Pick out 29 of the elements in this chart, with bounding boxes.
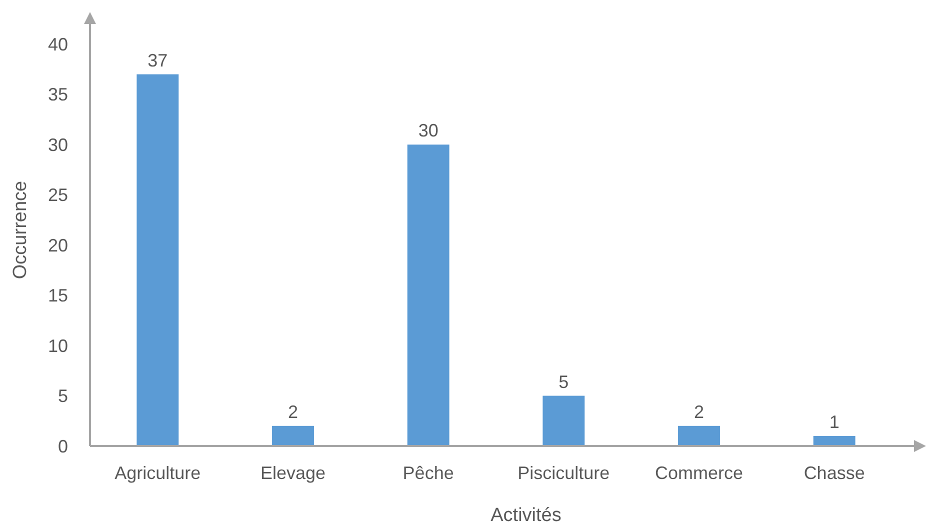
y-tick-label: 5 — [58, 386, 68, 406]
bar — [678, 426, 720, 446]
x-tick-label: Chasse — [804, 463, 865, 483]
bar — [136, 74, 179, 446]
data-label: 30 — [418, 120, 438, 141]
bar — [813, 436, 856, 446]
y-tick-label: 0 — [58, 436, 68, 456]
x-axis-title: Activités — [490, 505, 562, 526]
data-label: 5 — [558, 372, 569, 392]
y-tick-label: 20 — [48, 235, 68, 256]
data-label: 37 — [148, 50, 168, 70]
x-tick-label: Elevage — [260, 463, 326, 483]
y-tick-label: 15 — [48, 286, 68, 306]
y-tick-label: 40 — [48, 34, 68, 54]
data-label: 1 — [829, 412, 840, 432]
y-tick-label: 25 — [48, 185, 68, 206]
x-tick-label: Pisciculture — [518, 463, 610, 483]
y-tick-label: 10 — [48, 336, 68, 356]
x-tick-label: Pêche — [402, 463, 454, 483]
y-tick-label: 30 — [48, 134, 68, 155]
bar — [407, 144, 450, 446]
y-axis-title: Occurrence — [10, 180, 31, 280]
x-tick-label: Agriculture — [114, 463, 201, 483]
data-label: 2 — [694, 402, 704, 422]
data-label: 2 — [288, 402, 298, 422]
y-tick-label: 35 — [48, 84, 68, 105]
bar — [272, 426, 314, 446]
bar — [542, 396, 585, 446]
x-tick-label: Commerce — [654, 463, 744, 483]
